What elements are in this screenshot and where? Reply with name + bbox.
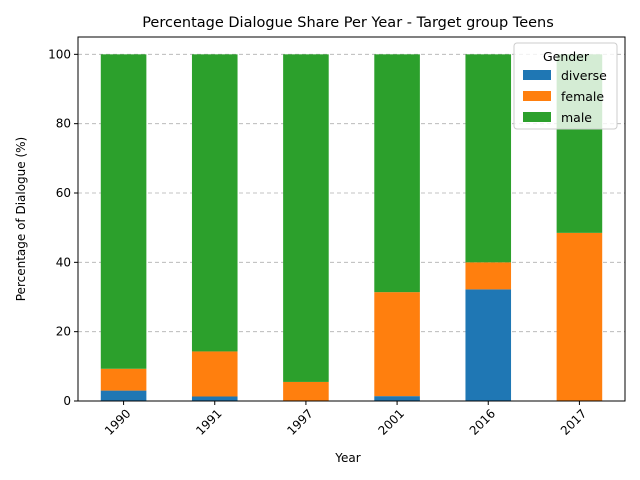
legend: Gender diverse female male (513, 42, 618, 130)
legend-label-male: male (561, 110, 592, 125)
y-axis-label: Percentage of Dialogue (%) (14, 137, 28, 302)
bar-female-1991 (191, 351, 238, 397)
bar-female-2016 (465, 262, 512, 290)
legend-label-diverse: diverse (561, 68, 607, 83)
bar-male-2016 (465, 54, 512, 263)
bar-female-1997 (283, 381, 329, 401)
bar-female-2001 (374, 292, 420, 397)
x-tick-label: 2017 (558, 406, 589, 437)
plot-frame (77, 36, 626, 402)
legend-box (513, 42, 618, 130)
chart-title: Percentage Dialogue Share Per Year - Tar… (142, 15, 554, 31)
y-tick-label: 100 (48, 47, 71, 61)
bar-male-2001 (374, 54, 420, 293)
bar-diverse-2016 (465, 289, 512, 401)
x-tick-label: 1991 (193, 406, 224, 437)
bar-diverse-1990 (100, 390, 147, 401)
y-tick-label: 60 (56, 186, 71, 200)
legend-items: diverse female male (523, 68, 607, 125)
bar-diverse-2001 (374, 396, 420, 401)
y-tick-label: 80 (56, 117, 71, 131)
x-tick-label: 2001 (376, 406, 407, 437)
y-tick-label: 40 (56, 255, 71, 269)
bar-male-1990 (100, 54, 147, 369)
x-tick-label: 1990 (102, 406, 133, 437)
bars-layer (100, 54, 603, 401)
bar-female-2017 (556, 232, 603, 401)
legend-swatch-diverse (523, 70, 551, 80)
legend-swatch-male (523, 112, 551, 122)
bar-male-1991 (191, 54, 238, 352)
y-tick-label: 20 (56, 325, 71, 339)
bar-diverse-1991 (191, 396, 238, 401)
legend-swatch-female (523, 91, 551, 101)
x-tick-label: 1997 (284, 406, 315, 437)
x-axis-label: Year (334, 451, 360, 465)
legend-title: Gender (543, 49, 590, 64)
bar-female-1990 (100, 368, 147, 391)
bar-male-1997 (283, 54, 329, 382)
x-tick-label: 2016 (467, 406, 498, 437)
legend-label-female: female (561, 89, 604, 104)
y-tick-label: 0 (63, 394, 71, 408)
